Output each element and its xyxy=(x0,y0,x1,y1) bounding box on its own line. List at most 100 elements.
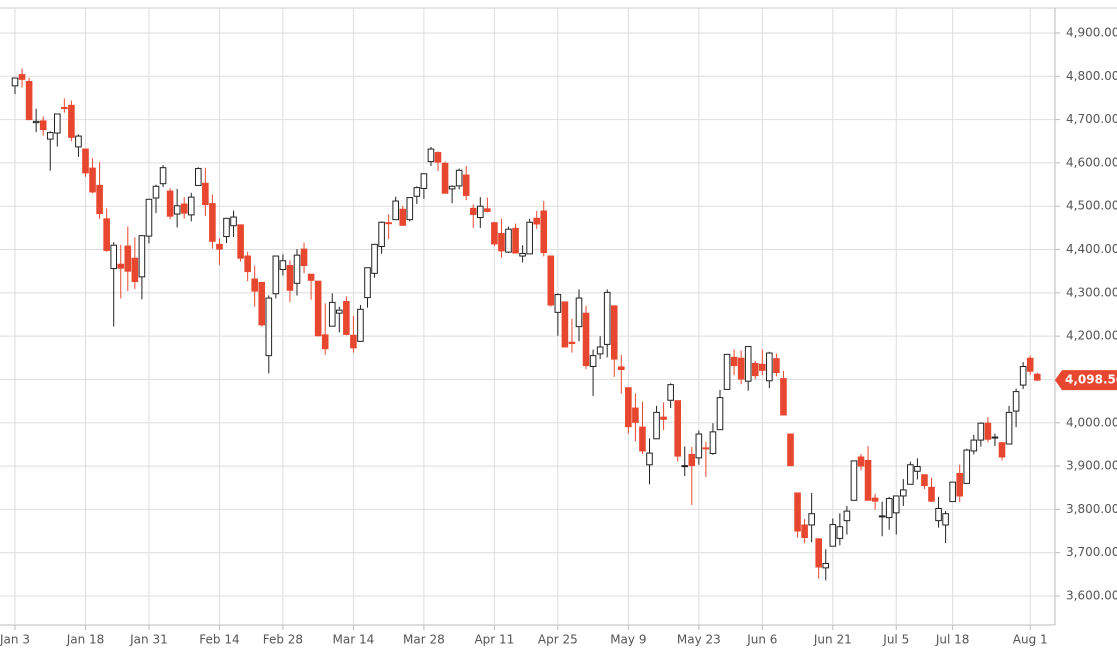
candle-body xyxy=(371,243,378,274)
candle-body xyxy=(1033,373,1041,381)
candle-body xyxy=(688,453,696,467)
candle-body xyxy=(300,248,308,267)
y-tick-label: 3,600.00 xyxy=(1066,589,1117,603)
candle-body xyxy=(991,436,999,439)
candle-body xyxy=(385,222,392,225)
x-tick-label: Mar 14 xyxy=(333,633,375,647)
candle-body xyxy=(336,309,343,314)
y-tick-label: 4,300.00 xyxy=(1066,285,1117,299)
candle-body xyxy=(843,510,851,522)
candle-body xyxy=(639,426,646,452)
candle-body xyxy=(963,449,971,484)
candle-body xyxy=(307,273,315,281)
candle-body xyxy=(575,297,583,328)
candle-body xyxy=(836,526,844,539)
candle-body xyxy=(878,515,886,518)
candle-body xyxy=(82,148,89,174)
candle-body xyxy=(1026,357,1034,372)
candle-body xyxy=(469,207,477,215)
candle-body xyxy=(46,132,54,140)
x-tick-label: Feb 14 xyxy=(199,633,239,647)
x-tick-label: Jan 3 xyxy=(0,633,30,647)
candle-body xyxy=(272,255,280,295)
candle-body xyxy=(751,362,759,377)
candle-body xyxy=(674,400,682,457)
candle-body xyxy=(667,384,674,401)
candle-body xyxy=(279,260,287,270)
candle-body xyxy=(660,416,667,420)
y-tick-label: 4,600.00 xyxy=(1066,155,1117,169)
candle-body xyxy=(907,464,914,485)
candle-body xyxy=(646,452,653,466)
candle-body xyxy=(293,254,301,284)
candle-body xyxy=(935,508,942,522)
candle-body xyxy=(378,221,385,248)
candle-body xyxy=(39,120,47,131)
candle-body xyxy=(441,162,449,194)
y-tick-label: 3,900.00 xyxy=(1066,459,1117,473)
candle-body xyxy=(166,190,174,217)
candle-body xyxy=(286,265,294,291)
candle-body xyxy=(230,216,237,227)
candle-body xyxy=(455,169,463,187)
candle-body xyxy=(850,460,858,501)
candle-body xyxy=(68,104,75,138)
y-tick-label: 4,000.00 xyxy=(1066,415,1117,429)
candle-body xyxy=(96,184,103,215)
candle-body xyxy=(900,489,907,497)
last-price-tag xyxy=(1055,370,1117,391)
candle-body xyxy=(357,308,364,342)
candle-body xyxy=(314,280,322,337)
candle-body xyxy=(519,252,526,257)
candle-body xyxy=(822,563,830,569)
candle-body xyxy=(343,301,350,335)
x-tick-label: Jan 31 xyxy=(129,633,168,647)
candle-body xyxy=(730,356,738,367)
candle-body xyxy=(970,439,978,452)
candle-body xyxy=(885,498,893,519)
candle-body xyxy=(582,312,590,367)
candle-body xyxy=(484,208,491,212)
candle-body xyxy=(202,182,209,205)
candle-body xyxy=(180,203,188,214)
y-tick-label: 4,900.00 xyxy=(1066,26,1117,40)
x-tick-label: Jul 5 xyxy=(882,633,909,647)
candles xyxy=(11,68,1041,581)
candle-body xyxy=(173,205,181,215)
candle-body xyxy=(766,352,773,382)
x-tick-label: Apr 25 xyxy=(538,633,578,647)
candle-body xyxy=(434,152,442,163)
x-tick-label: Jun 21 xyxy=(813,633,852,647)
candle-body xyxy=(871,497,879,502)
last-price-label: 4,098.50 xyxy=(1065,373,1117,387)
candle-body xyxy=(427,148,435,163)
candle-body xyxy=(491,222,498,245)
y-tick-label: 4,200.00 xyxy=(1066,329,1117,343)
candle-body xyxy=(195,168,202,186)
candle-body xyxy=(716,397,724,431)
y-tick-label: 4,800.00 xyxy=(1066,69,1117,83)
candle-body xyxy=(773,358,780,374)
candle-body xyxy=(11,77,19,87)
candle-body xyxy=(709,431,717,455)
candle-body xyxy=(187,196,195,216)
candle-body xyxy=(723,353,731,390)
candle-body xyxy=(949,481,956,503)
candle-body xyxy=(984,422,992,440)
candle-body xyxy=(75,135,82,148)
candle-body xyxy=(265,297,273,357)
candle-body xyxy=(928,486,935,502)
candle-body xyxy=(209,203,216,242)
candle-body xyxy=(787,433,794,467)
candle-body xyxy=(554,294,562,313)
candle-body xyxy=(892,495,900,514)
candle-body xyxy=(653,411,660,440)
candle-body xyxy=(561,301,569,348)
candle-body xyxy=(695,433,703,459)
candle-body xyxy=(413,187,421,197)
candle-body xyxy=(914,466,921,472)
candle-body xyxy=(420,173,428,189)
x-tick-label: Jan 18 xyxy=(66,633,105,647)
